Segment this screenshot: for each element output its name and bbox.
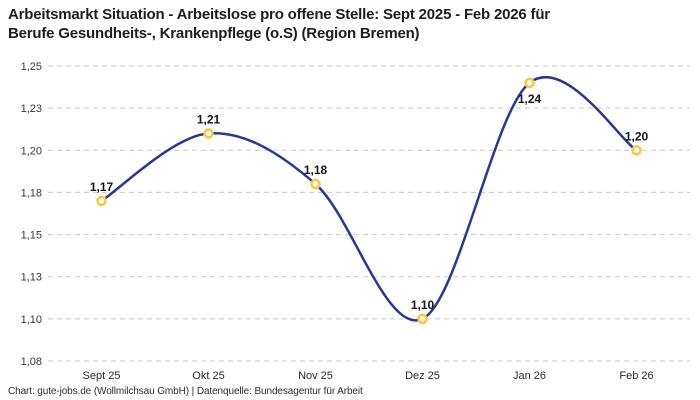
y-tick-label: 1,20: [21, 145, 42, 157]
data-point-marker[interactable]: [96, 195, 107, 207]
x-tick-label: Nov 25: [298, 370, 333, 382]
x-tick-label: Dez 25: [405, 370, 440, 382]
y-tick-label: 1,10: [21, 314, 42, 326]
y-tick-label: 1,25: [21, 61, 42, 73]
data-point-label: 1,24: [518, 92, 542, 106]
series-line: [100, 75, 638, 322]
data-point-label: 1,10: [411, 298, 435, 312]
data-point-marker[interactable]: [524, 77, 535, 89]
x-tick-label: Okt 25: [192, 370, 224, 382]
x-tick-label: Sept 25: [83, 370, 121, 382]
chart-title-line2: Berufe Gesundheits-, Krankenpflege (o.S)…: [8, 25, 420, 42]
data-point-marker[interactable]: [203, 128, 214, 139]
y-tick-label: 1,15: [21, 230, 42, 242]
chart-title: Arbeitsmarkt Situation - Arbeitslose pro…: [8, 5, 550, 43]
chart-credit: Chart: gute-jobs.de (Wollmilchsau GmbH) …: [8, 386, 363, 397]
y-tick-label: 1,13: [21, 272, 42, 284]
y-tick-label: 1,23: [21, 103, 42, 115]
data-point-marker[interactable]: [417, 313, 428, 325]
y-tick-label: 1,08: [21, 356, 42, 368]
y-tick-label: 1,18: [21, 187, 42, 199]
data-point-label: 1,18: [304, 163, 328, 177]
data-point-marker[interactable]: [310, 178, 321, 190]
x-tick-label: Feb 26: [619, 370, 653, 382]
data-point-marker[interactable]: [631, 145, 642, 156]
chart-title-line1: Arbeitsmarkt Situation - Arbeitslose pro…: [8, 6, 550, 23]
data-point-label: 1,21: [197, 112, 221, 126]
data-point-label: 1,20: [625, 129, 649, 143]
data-point-label: 1,17: [90, 180, 114, 194]
x-tick-label: Jan 26: [513, 370, 546, 382]
